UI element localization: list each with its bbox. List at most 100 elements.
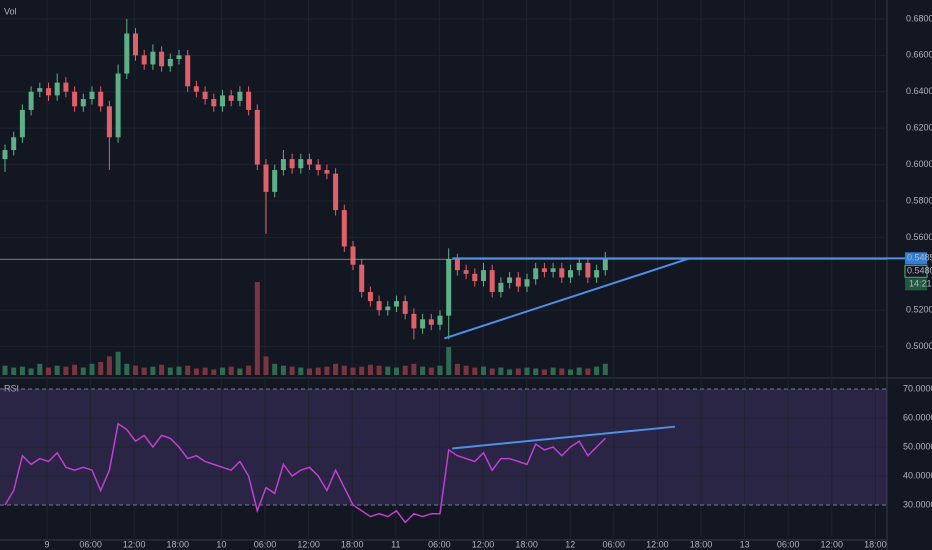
x-tick-label: 12:00 [472,539,495,549]
candle-body [254,109,260,165]
candle-body [376,301,382,311]
volume-bar [472,367,478,375]
volume-bar [446,347,452,375]
x-tick-label: 12:00 [646,539,669,549]
volume-bar [63,366,69,375]
volume-bar [350,367,356,375]
volume-bar [54,365,60,375]
candle-body [359,264,365,292]
x-tick-label: 9 [44,539,49,549]
x-tick-label: 06:00 [254,539,277,549]
x-tick-label: 18:00 [167,539,190,549]
candle-body [463,270,469,274]
volume-bar [98,361,104,375]
volume-bar [594,366,600,375]
volume-bar [237,368,243,375]
volume-bar [454,363,460,375]
volume-bar [193,368,199,375]
volume-bar [133,365,138,375]
candle-body [541,268,547,272]
price-label: 0.5480 [907,266,932,276]
candle-body [394,301,399,307]
candle-body [115,73,121,138]
volume-bar [46,367,51,375]
volume-bar [437,365,443,375]
candle-body [307,159,312,165]
volume-bar [533,368,539,375]
volume-bar [333,363,339,375]
candle-body [385,306,391,311]
volume-bar [211,369,217,375]
candle-body [498,282,504,292]
candle-body [289,159,295,169]
candle-body [46,88,51,96]
price-label-box [905,252,927,265]
candle-body [454,259,460,271]
trendline [444,257,691,340]
x-tick-label: 18:00 [515,539,538,549]
volume-bar [254,282,260,375]
y-tick-label: 0.6600 [906,50,932,60]
volume-bar [307,368,312,375]
candle-body [54,82,60,96]
x-tick-label: 18:00 [341,539,364,549]
candle-body [159,51,165,67]
rsi-label: RSI [4,383,19,393]
volume-bar [72,364,78,375]
volume-bar [141,367,147,375]
volume-bar [289,366,295,375]
volume-bar [420,366,426,375]
price-label: 0.5485 [907,253,932,263]
candle-body [263,164,269,192]
volume-bar [359,366,365,375]
volume-bar [507,369,513,375]
candle-body [550,268,556,272]
candle-body [280,159,286,171]
volume-bar [324,366,330,375]
volume-bar [2,365,8,375]
volume-bar [481,366,486,375]
candle-body [559,268,565,278]
candle-body [402,301,408,314]
candle-body [124,33,130,74]
candle-body [585,262,591,278]
y-tick-label: 0.6400 [906,86,932,96]
x-tick-label: 06:00 [603,539,626,549]
volume-bar [298,367,304,375]
time-label: 14:21 [909,279,932,289]
x-tick-label: 06:00 [79,539,102,549]
y-tick-label: 0.6800 [906,13,932,23]
x-tick-label: 06:00 [428,539,451,549]
volume-bar [159,364,165,375]
volume-bar [524,367,530,375]
x-tick-label: 18:00 [864,539,887,549]
volume-bar [80,367,86,375]
candle-body [89,91,95,100]
candle-body [19,109,25,138]
volume-bar [367,364,373,375]
x-tick-label: 11 [391,539,400,549]
candle-body [167,58,173,67]
volume-bar [37,363,43,375]
candle-body [202,91,208,100]
x-tick-label: 12:00 [821,539,844,549]
volume-bar [463,365,469,375]
candle-body [420,319,426,329]
volume-bar [385,366,391,375]
volume-bar [176,366,182,375]
candle-body [568,270,573,278]
volume-bar [550,367,556,375]
candle-body [272,170,278,192]
candle-body [72,91,78,107]
volume-bar [489,368,495,375]
candle-body [411,313,417,329]
volume-bar [89,363,95,375]
volume-bar [280,365,286,375]
y-tick-label: 0.6200 [906,123,932,133]
candle-body [176,55,182,59]
candle-body [489,270,495,292]
